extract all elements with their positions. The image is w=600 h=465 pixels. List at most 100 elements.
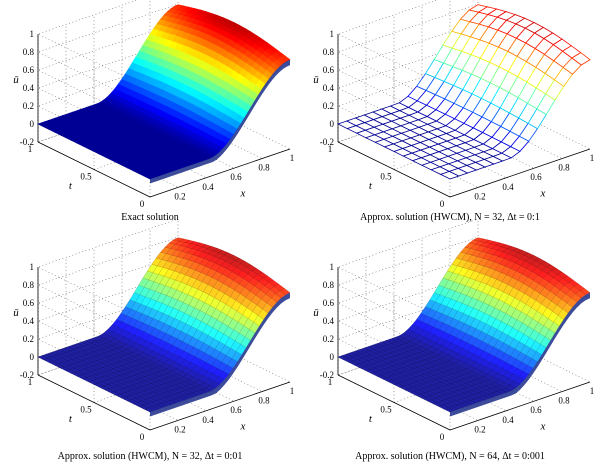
x-axis-line <box>149 381 291 431</box>
x-tick-label: 1 <box>590 153 595 163</box>
z-tick-label: 0.8 <box>323 47 335 57</box>
t-tick-label: 1 <box>328 144 333 154</box>
x-axis-label: x <box>240 188 246 200</box>
x-tick-label: 0.8 <box>558 396 570 406</box>
t-tick-label: 1 <box>328 377 333 387</box>
t-axis-label: t <box>369 180 373 192</box>
x-tick-label: 0.4 <box>502 182 514 192</box>
caption: Approx. solution (HWCM), N = 32, Δt = 0:… <box>360 212 540 223</box>
x-tick-label: 0.2 <box>174 424 185 434</box>
z-tick-label: 0.4 <box>323 316 335 326</box>
chart-svg: -0.2 0 0.2 0.4 0.6 0.8 1 0.2 0.4 0.6 0.8 1 0 0.5 1 x t ū <box>313 218 594 442</box>
t-tick-label: 1 <box>28 144 33 154</box>
z-tick-label: 1 <box>330 29 335 39</box>
z-tick-label: 0.2 <box>323 101 334 111</box>
z-tick-label: 0.2 <box>23 334 34 344</box>
z-tick-label: -0.2 <box>20 137 34 147</box>
x-axis-label: x <box>540 421 546 433</box>
surface-cell <box>571 52 591 66</box>
x-tick-label: 1 <box>290 386 295 396</box>
z-axis-label: ū <box>13 74 19 86</box>
caption: Approx. solution (HWCM), N = 32, Δt = 0:… <box>57 451 243 462</box>
x-tick-label: 0.4 <box>202 182 214 192</box>
axis-ticks: -0.2 0 0.2 0.4 0.6 0.8 1 0.2 0.4 0.6 0.8 1 0 0.5 1 x t ū <box>13 29 294 209</box>
t-tick-label: 0.5 <box>80 172 92 182</box>
t-tick-label: 0.5 <box>80 405 92 415</box>
z-tick-label: 0.8 <box>23 47 35 57</box>
surface-plot-wireframe: -0.2 0 0.2 0.4 0.6 0.8 1 0.2 0.4 0.6 0.8 1 0 0.5 1 x t ū … <box>300 0 600 232</box>
x-tick-label: 0.6 <box>530 405 542 415</box>
x-axis-line <box>449 381 591 431</box>
x-tick-label: 0.8 <box>558 163 570 173</box>
surface-front-face <box>450 292 590 417</box>
z-tick-label: 0.6 <box>23 65 35 75</box>
surface-cell <box>280 55 291 62</box>
x-axis-line <box>149 148 291 198</box>
z-tick-label: 0.2 <box>323 334 334 344</box>
t-tick-label: 0 <box>140 199 145 209</box>
axis-ticks: -0.2 0 0.2 0.4 0.6 0.8 1 0.2 0.4 0.6 0.8 1 0 0.5 1 x t ū <box>313 262 594 442</box>
z-tick-label: 0.4 <box>23 83 35 93</box>
surface-front-face <box>150 59 290 184</box>
t-tick-label: 0 <box>440 199 445 209</box>
t-tick-label: 0 <box>140 432 145 442</box>
surface-plot-mesh-n32: -0.2 0 0.2 0.4 0.6 0.8 1 0.2 0.4 0.6 0.8 1 0 0.5 1 x t ū … <box>0 218 300 465</box>
z-tick-label: 0 <box>30 352 35 362</box>
surface-plot-exact: -0.2 0 0.2 0.4 0.6 0.8 1 0.2 0.4 0.6 0.8 1 0 0.5 1 x t ū … <box>0 0 300 232</box>
t-tick-label: 0.5 <box>380 172 392 182</box>
z-tick-label: 0.4 <box>23 316 35 326</box>
x-tick-label: 1 <box>590 386 595 396</box>
z-tick-label: -0.2 <box>320 137 334 147</box>
z-tick-label: -0.2 <box>20 370 34 380</box>
chart-svg: -0.2 0 0.2 0.4 0.6 0.8 1 0.2 0.4 0.6 0.8 1 0 0.5 1 x t ū <box>13 0 294 209</box>
x-tick-label: 0.6 <box>230 405 242 415</box>
x-tick-label: 0.8 <box>258 163 270 173</box>
x-tick-label: 0.4 <box>202 415 214 425</box>
z-tick-label: 0.8 <box>23 280 35 290</box>
t-tick-label: 0.5 <box>380 405 392 415</box>
surface <box>337 237 591 417</box>
chart-svg: -0.2 0 0.2 0.4 0.6 0.8 1 0.2 0.4 0.6 0.8 1 0 0.5 1 x t ū <box>13 218 294 442</box>
x-axis-line <box>449 148 591 198</box>
surface <box>37 237 291 417</box>
caption: Approx. solution (HWCM), N = 64, Δt = 0:… <box>355 451 545 462</box>
z-tick-label: 0.6 <box>323 65 335 75</box>
t-tick-label: 1 <box>28 377 33 387</box>
t-tick-label: 0 <box>440 432 445 442</box>
z-tick-label: 1 <box>330 262 335 272</box>
caption: Exact solution <box>121 212 179 223</box>
axis-ticks: -0.2 0 0.2 0.4 0.6 0.8 1 0.2 0.4 0.6 0.8 1 0 0.5 1 x t ū <box>13 262 294 442</box>
x-tick-label: 0.2 <box>474 191 485 201</box>
x-tick-label: 0.6 <box>230 172 242 182</box>
t-axis-label: t <box>69 180 73 192</box>
z-axis-label: ū <box>13 307 19 319</box>
surface <box>37 4 291 184</box>
z-tick-label: 0.6 <box>323 298 335 308</box>
z-tick-label: 0 <box>330 352 335 362</box>
x-axis-label: x <box>540 188 546 200</box>
surface-cell <box>279 288 291 296</box>
z-tick-label: 0 <box>330 119 335 129</box>
z-tick-label: 0.6 <box>23 298 35 308</box>
t-axis-line <box>337 374 451 431</box>
surface <box>336 4 591 180</box>
t-axis-line <box>337 141 451 198</box>
x-tick-label: 0.6 <box>530 172 542 182</box>
x-tick-label: 0.4 <box>502 415 514 425</box>
surface-cell <box>579 288 591 296</box>
z-axis-label: ū <box>313 74 319 86</box>
t-axis-line <box>37 141 151 198</box>
z-tick-label: 0 <box>30 119 35 129</box>
z-tick-label: -0.2 <box>320 370 334 380</box>
z-tick-label: 0.8 <box>323 280 335 290</box>
x-tick-label: 0.2 <box>174 191 185 201</box>
t-axis-label: t <box>369 413 373 425</box>
t-axis-label: t <box>69 413 73 425</box>
surface-front-face <box>150 292 290 417</box>
axis-ticks: -0.2 0 0.2 0.4 0.6 0.8 1 0.2 0.4 0.6 0.8 1 0 0.5 1 x t ū <box>313 29 594 209</box>
z-tick-label: 1 <box>30 262 35 272</box>
t-axis-line <box>37 374 151 431</box>
x-tick-label: 0.2 <box>474 424 485 434</box>
x-axis-label: x <box>240 421 246 433</box>
x-tick-label: 1 <box>290 153 295 163</box>
